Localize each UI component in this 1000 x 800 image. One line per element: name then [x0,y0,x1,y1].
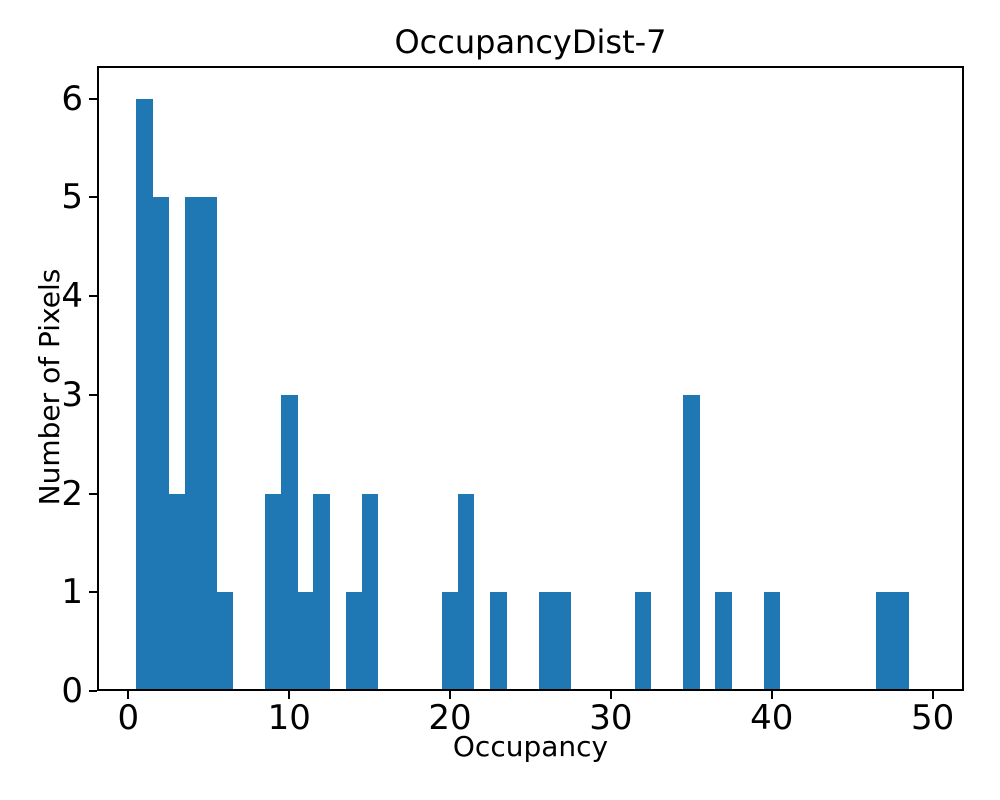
x-tick-label: 10 [267,698,311,738]
x-tick-mark [770,691,773,699]
histogram-bar [442,592,459,691]
histogram-bar [313,493,330,691]
x-tick-mark [449,691,452,699]
y-tick-label: 4 [61,276,83,317]
histogram-bar [265,493,282,691]
x-tick-mark [127,691,130,699]
x-tick-label: 0 [117,698,140,738]
histogram-bar [683,394,700,691]
histogram-bar [635,592,652,691]
histogram-bar [281,394,298,691]
y-tick-label: 5 [61,177,83,218]
histogram-bar [168,493,185,691]
x-tick-label: 30 [589,698,633,738]
x-tick-mark [288,691,291,699]
histogram-bar [458,493,475,691]
histogram-bar [184,197,202,691]
y-tick-mark [89,97,97,100]
histogram-bar [892,592,909,691]
y-tick-mark [89,393,97,396]
histogram-bar [136,98,153,691]
histogram-bar [345,592,362,691]
histogram-bar [876,592,893,691]
y-tick-label: 2 [61,473,83,514]
y-tick-mark [89,196,97,199]
x-tick-mark [931,691,934,699]
y-tick-mark [89,591,97,594]
plot-area: 0 10 20 30 40 50 0 1 2 3 4 5 6 [61,66,964,735]
x-tick-label: 20 [428,698,472,738]
histogram-bar [490,592,507,691]
y-tick-mark [89,690,97,692]
x-tick-mark [609,691,612,699]
y-tick-label: 0 [61,671,83,711]
y-tick-label: 6 [61,78,83,119]
y-axis-label: Number of Pixels [33,268,66,506]
histogram-bar [554,592,571,691]
histogram-bar [216,592,234,691]
y-tick-label: 1 [61,572,83,613]
histogram-bar [361,493,378,691]
y-tick-label: 3 [61,374,83,415]
x-tick-label: 40 [750,698,794,738]
histogram-bar [538,592,555,691]
x-tick-label: 50 [910,698,955,738]
y-tick-mark [89,295,97,298]
histogram-bar [152,197,169,691]
histogram-bar [297,592,314,691]
chart-title: OccupancyDist-7 [394,23,667,61]
histogram-bar [715,592,732,691]
histogram-bar [763,592,781,691]
x-axis-label: Occupancy [452,730,609,763]
y-tick-mark [89,492,97,495]
histogram-bar [200,197,218,691]
